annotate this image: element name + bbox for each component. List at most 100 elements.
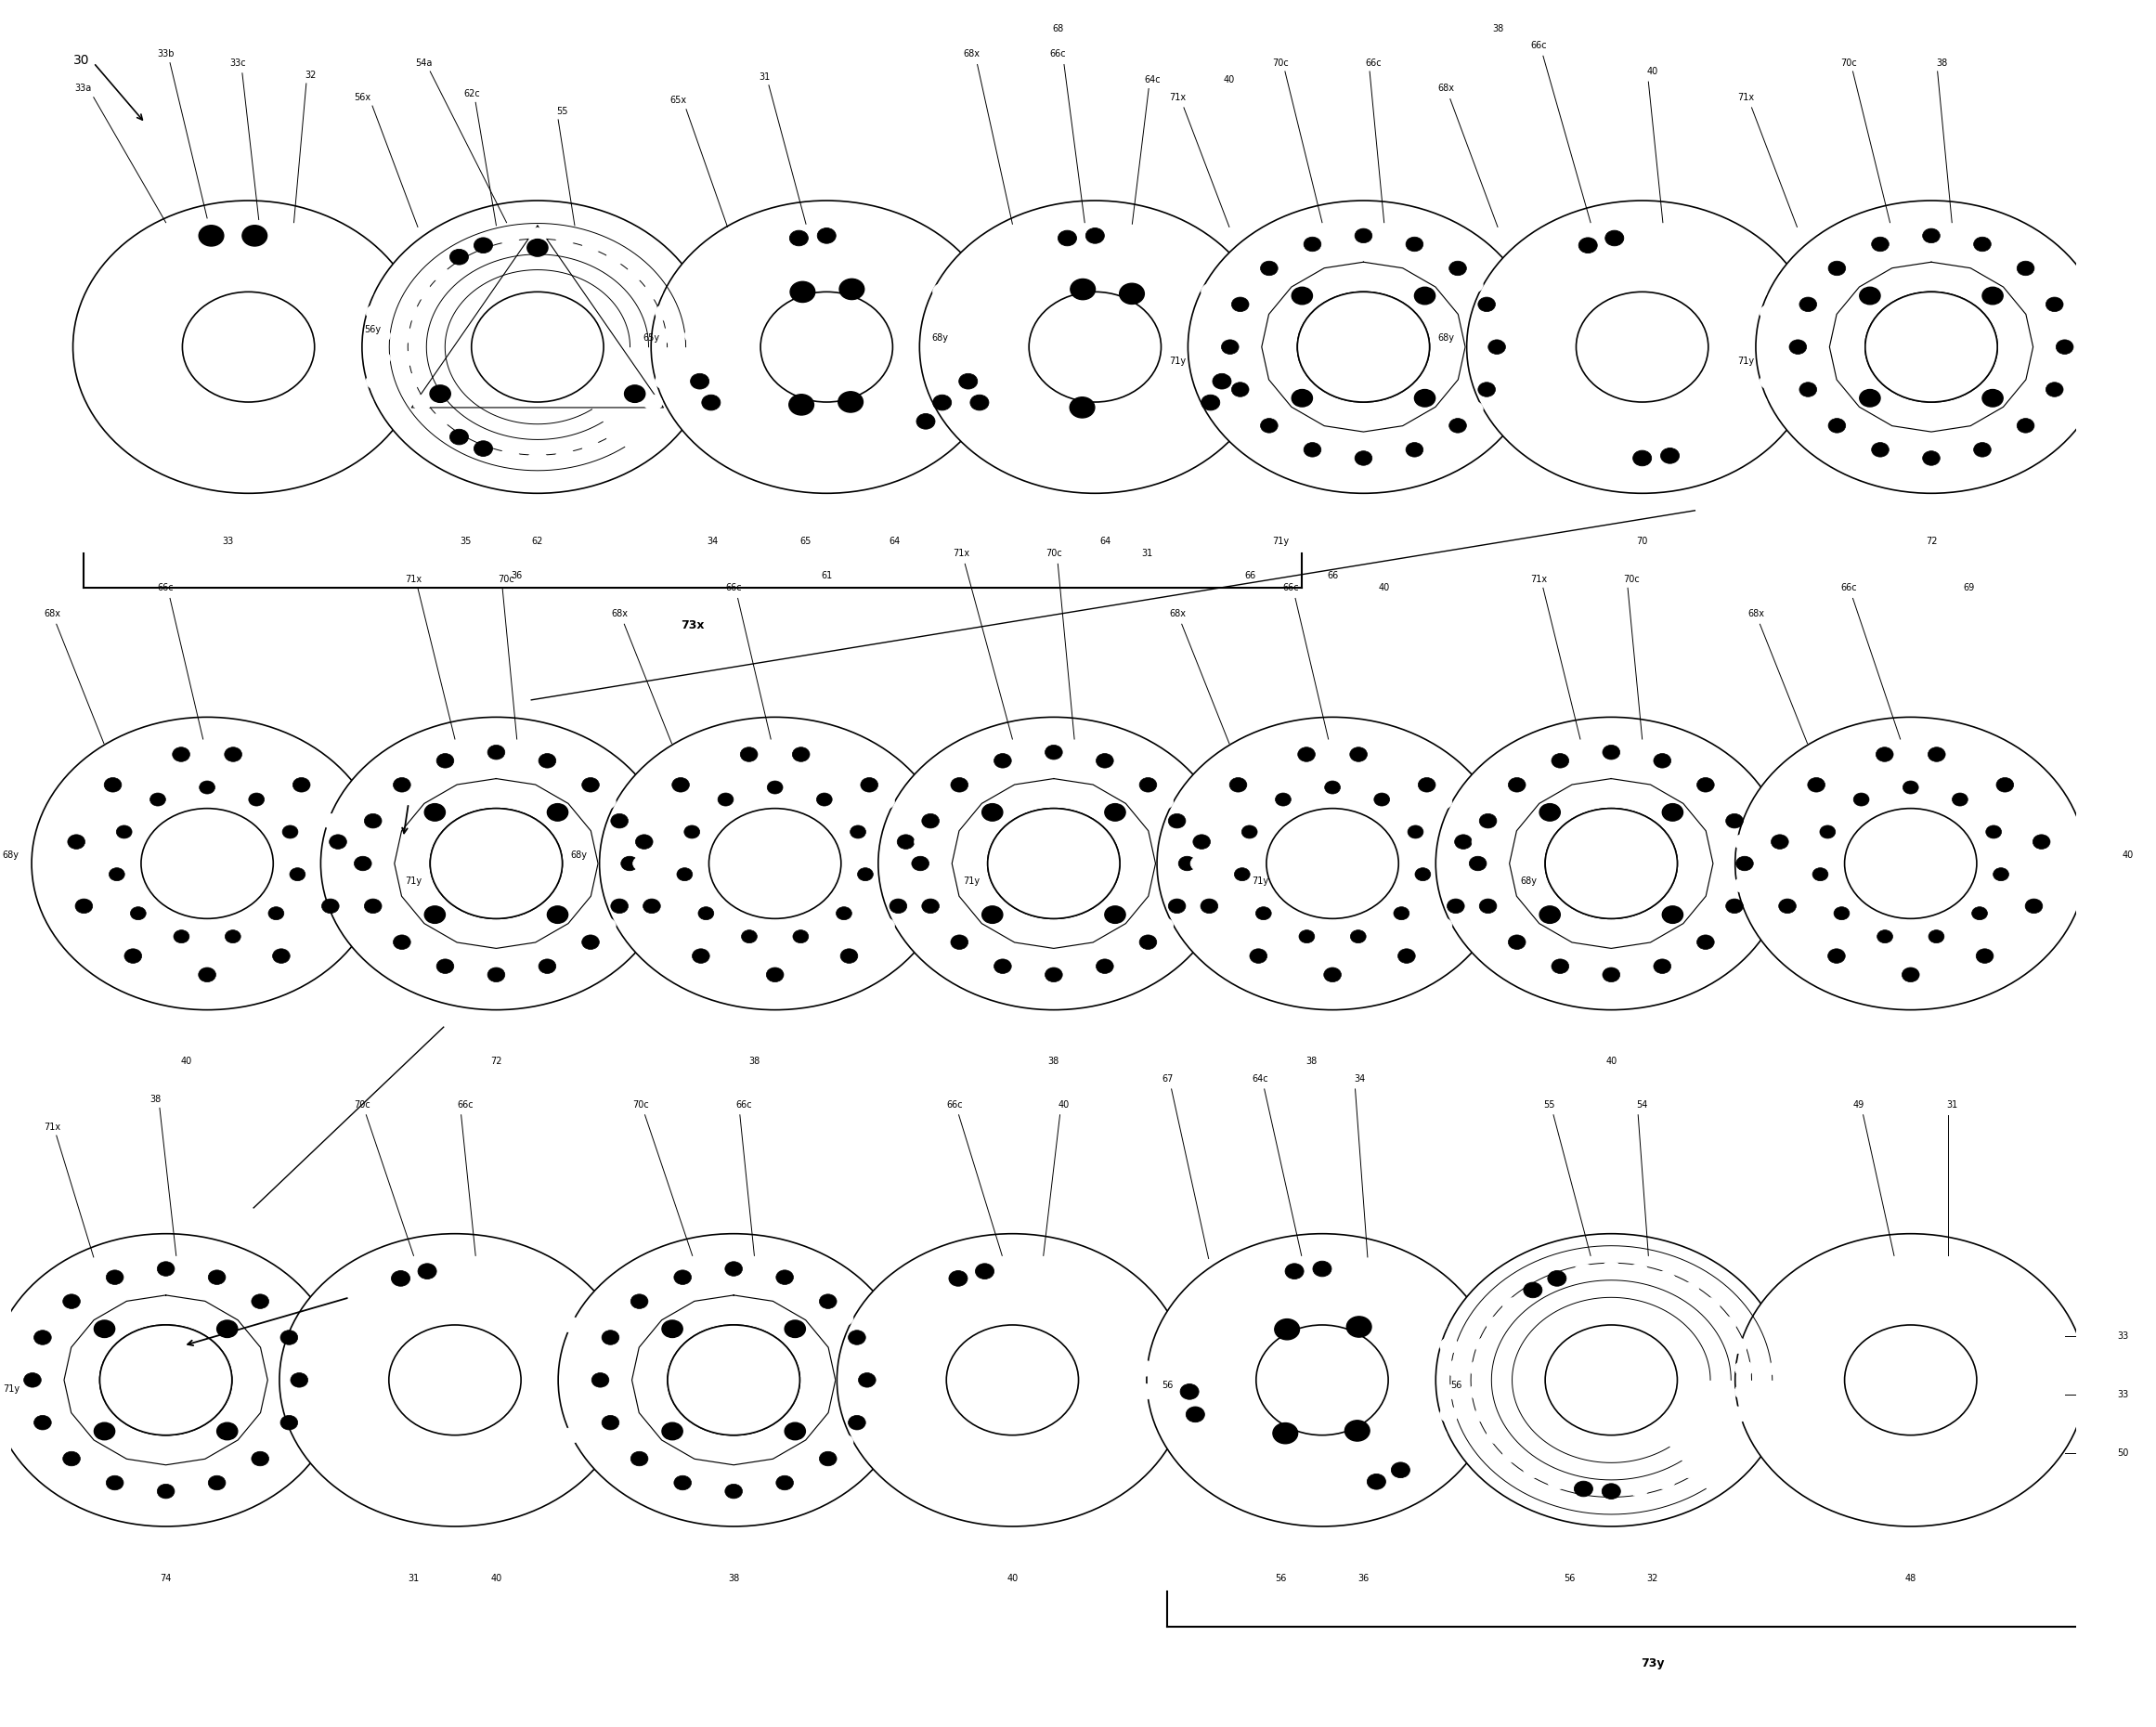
Text: 68x: 68x	[1169, 610, 1186, 618]
Circle shape	[1485, 318, 1503, 333]
Circle shape	[1736, 717, 2087, 1010]
Text: 31: 31	[1141, 549, 1151, 558]
Circle shape	[1141, 238, 1158, 254]
Circle shape	[1731, 414, 1751, 428]
Circle shape	[157, 1262, 175, 1276]
Circle shape	[1539, 803, 1561, 820]
Circle shape	[414, 948, 431, 964]
Circle shape	[95, 1319, 114, 1337]
Circle shape	[1736, 1383, 1753, 1399]
Circle shape	[1138, 777, 1158, 793]
Circle shape	[1169, 898, 1186, 914]
Circle shape	[1281, 247, 1298, 263]
Circle shape	[890, 898, 908, 914]
Circle shape	[817, 451, 837, 466]
Circle shape	[1285, 1264, 1304, 1280]
Circle shape	[1449, 418, 1466, 433]
Text: 55: 55	[556, 107, 569, 116]
Circle shape	[2001, 1299, 2018, 1313]
Circle shape	[392, 777, 410, 793]
Circle shape	[1350, 965, 1367, 979]
Circle shape	[224, 784, 241, 796]
Circle shape	[699, 907, 714, 920]
Circle shape	[1533, 414, 1552, 428]
Circle shape	[392, 1271, 410, 1287]
Circle shape	[1701, 1447, 1720, 1463]
Circle shape	[185, 440, 203, 456]
Circle shape	[132, 1482, 149, 1496]
Text: 71x: 71x	[1169, 93, 1186, 102]
Circle shape	[1445, 1383, 1464, 1399]
Text: 66: 66	[1244, 572, 1255, 580]
Circle shape	[1662, 907, 1684, 924]
Circle shape	[662, 1319, 683, 1337]
Circle shape	[1996, 247, 2014, 263]
Circle shape	[556, 230, 573, 245]
Circle shape	[599, 794, 617, 808]
Circle shape	[627, 414, 647, 428]
Circle shape	[1874, 1264, 1893, 1280]
Circle shape	[362, 200, 714, 494]
Circle shape	[267, 447, 285, 463]
Circle shape	[487, 967, 505, 983]
Circle shape	[1902, 1483, 1921, 1499]
Circle shape	[347, 1299, 364, 1313]
Text: 71y: 71y	[1253, 876, 1268, 886]
Circle shape	[1341, 1482, 1358, 1497]
Circle shape	[446, 1261, 464, 1276]
Text: 70c: 70c	[498, 575, 515, 584]
Text: 71x: 71x	[43, 1123, 60, 1131]
Text: 71y: 71y	[1738, 356, 1753, 366]
Circle shape	[1897, 231, 1915, 245]
Circle shape	[1274, 1319, 1300, 1340]
Circle shape	[1930, 784, 1945, 796]
Circle shape	[1298, 965, 1315, 979]
Circle shape	[461, 965, 479, 979]
Circle shape	[856, 1394, 873, 1409]
Circle shape	[1996, 432, 2014, 447]
Circle shape	[703, 283, 720, 299]
Circle shape	[1229, 777, 1246, 793]
Circle shape	[1214, 919, 1231, 933]
Circle shape	[1533, 264, 1552, 280]
Circle shape	[539, 958, 556, 974]
Circle shape	[183, 1482, 201, 1496]
Circle shape	[2016, 1316, 2035, 1332]
Circle shape	[1397, 763, 1414, 779]
Circle shape	[250, 958, 267, 974]
Text: 66c: 66c	[946, 1100, 964, 1109]
Text: 68x: 68x	[43, 610, 60, 618]
Circle shape	[1578, 238, 1598, 254]
Circle shape	[625, 385, 645, 402]
Circle shape	[1509, 777, 1526, 793]
Circle shape	[634, 857, 651, 870]
Circle shape	[2033, 1383, 2053, 1399]
Circle shape	[1811, 278, 1828, 292]
Circle shape	[837, 807, 852, 820]
Circle shape	[1501, 328, 1518, 344]
Text: 40: 40	[1007, 1573, 1018, 1582]
Circle shape	[949, 1473, 968, 1489]
Circle shape	[1923, 228, 1940, 244]
Circle shape	[293, 238, 313, 254]
Text: 71x: 71x	[405, 575, 423, 584]
Circle shape	[1186, 1408, 1205, 1421]
Circle shape	[140, 264, 160, 280]
Circle shape	[151, 793, 166, 807]
Circle shape	[272, 948, 289, 964]
Text: 68x: 68x	[1746, 610, 1764, 618]
Circle shape	[1785, 1316, 1805, 1332]
Circle shape	[1766, 351, 1785, 366]
Circle shape	[412, 283, 431, 299]
Circle shape	[1419, 777, 1436, 793]
Circle shape	[1235, 1463, 1253, 1478]
Text: 34: 34	[1354, 1074, 1365, 1083]
Circle shape	[451, 249, 468, 264]
Circle shape	[1412, 1299, 1432, 1313]
Circle shape	[289, 846, 306, 858]
Circle shape	[367, 373, 384, 389]
Text: 66c: 66c	[1841, 584, 1856, 592]
Circle shape	[582, 777, 599, 793]
Circle shape	[1298, 292, 1429, 402]
Circle shape	[923, 813, 940, 829]
